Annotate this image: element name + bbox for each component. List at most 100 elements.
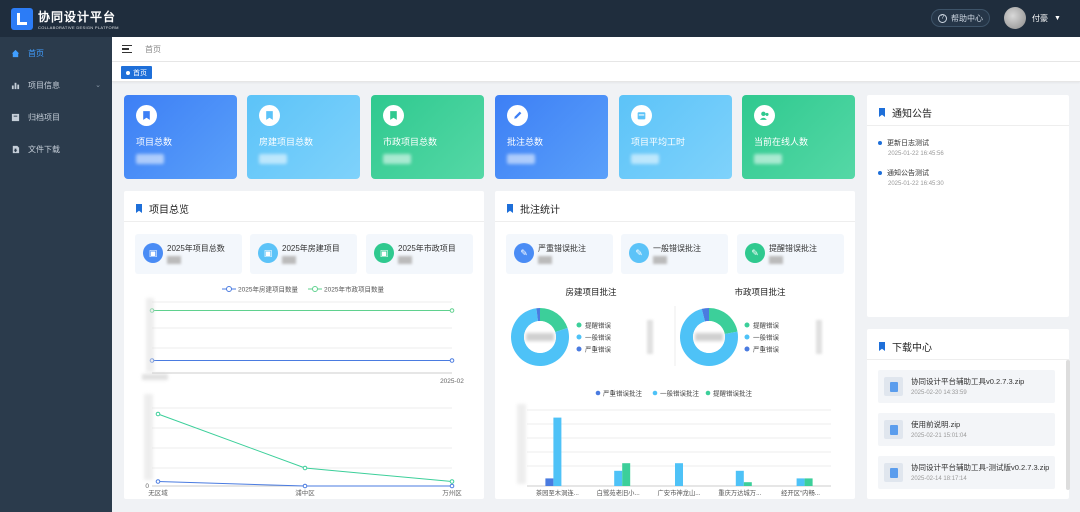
sidebar-item-archive[interactable]: 归档项目 bbox=[0, 101, 112, 133]
app-logo[interactable]: 协同设计平台 COLLABORATIVE DESIGN PLATFORM bbox=[11, 7, 119, 30]
data-point[interactable] bbox=[449, 483, 455, 489]
active-dot-icon bbox=[126, 70, 130, 75]
x-tick-label: 广安市神龙山... bbox=[657, 488, 700, 497]
pie-legend-municipal: 提醒错误 一般错误 严重错误 bbox=[744, 320, 822, 354]
user-name: 付豪 bbox=[1032, 13, 1048, 23]
download-item[interactable]: 使用前说明.zip 2025-02-21 15:01:04 bbox=[878, 413, 1055, 446]
legend-label: 2025年市政项目数量 bbox=[324, 285, 384, 294]
stat-card-municipal-projects[interactable]: 市政项目总数 bbox=[371, 95, 484, 179]
pie-slice[interactable] bbox=[709, 308, 738, 335]
sidebar-item-home[interactable]: 首页 bbox=[0, 37, 112, 69]
bar[interactable] bbox=[622, 463, 631, 486]
blurred-y-labels bbox=[144, 394, 153, 480]
notice-item[interactable]: 更新日志测试 2025-01-22 16:45:56 bbox=[878, 138, 944, 157]
blurred-values bbox=[816, 320, 822, 354]
mini-stat-value bbox=[538, 256, 552, 264]
pen-icon: ✎ bbox=[745, 243, 765, 263]
data-point[interactable] bbox=[155, 411, 161, 417]
stat-label: 批注总数 bbox=[507, 137, 544, 147]
pie-slice[interactable] bbox=[536, 308, 540, 322]
pie-chart-building[interactable] bbox=[511, 308, 569, 366]
x-tick-label: 无区域 bbox=[148, 488, 168, 497]
data-point[interactable] bbox=[302, 483, 308, 489]
avatar[interactable] bbox=[1004, 7, 1026, 29]
scrollbar[interactable] bbox=[1066, 360, 1070, 490]
bar[interactable] bbox=[796, 478, 805, 486]
data-point[interactable] bbox=[302, 465, 308, 471]
download-item[interactable]: 协同设计平台辅助工具-测试版v0.2.7.3.zip 2025-02-14 18… bbox=[878, 456, 1055, 489]
bar[interactable] bbox=[545, 478, 554, 486]
pie-legend-building: 提醒错误 一般错误 严重错误 bbox=[576, 320, 653, 354]
legend-label: 提醒错误 bbox=[753, 321, 780, 330]
help-label: 帮助中心 bbox=[951, 13, 983, 23]
bar[interactable] bbox=[553, 417, 562, 486]
bar-chart-legend[interactable]: 严重错误批注 一般错误批注 提醒错误批注 bbox=[595, 389, 753, 398]
mini-stat-label: 2025年市政项目 bbox=[398, 244, 456, 253]
doc-icon: ▣ bbox=[258, 243, 278, 263]
mini-stat-label: 2025年房建项目 bbox=[282, 244, 340, 253]
chart-legend[interactable]: 2025年房建项目数量 2025年市政项目数量 bbox=[222, 285, 384, 294]
stat-card-total-projects[interactable]: 项目总数 bbox=[124, 95, 237, 179]
stat-card-online-users[interactable]: 当前在线人数 bbox=[742, 95, 855, 179]
download-icon bbox=[12, 145, 20, 153]
calendar-icon bbox=[631, 105, 652, 126]
stat-value bbox=[507, 154, 535, 164]
sidebar-item-project-info[interactable]: 项目信息 ⌄ bbox=[0, 69, 112, 101]
data-point[interactable] bbox=[449, 308, 455, 313]
y-tick-label: 0 bbox=[145, 483, 149, 490]
pie-slice[interactable] bbox=[680, 308, 738, 366]
help-center-button[interactable]: ? 帮助中心 bbox=[931, 9, 990, 27]
pie-slice[interactable] bbox=[511, 308, 569, 366]
stat-label: 项目平均工时 bbox=[631, 137, 686, 147]
data-point[interactable] bbox=[449, 358, 455, 363]
home-icon bbox=[11, 49, 20, 57]
mini-stat-label: 严重错误批注 bbox=[538, 244, 586, 253]
stat-label: 当前在线人数 bbox=[754, 137, 809, 147]
bar[interactable] bbox=[614, 470, 623, 486]
divider bbox=[867, 359, 1069, 360]
pie-chart-municipal[interactable] bbox=[680, 308, 738, 366]
mini-stat-value bbox=[167, 256, 181, 264]
data-point[interactable] bbox=[155, 479, 161, 484]
breadcrumb[interactable]: 首页 bbox=[145, 44, 161, 54]
download-name: 使用前说明.zip bbox=[911, 420, 961, 429]
data-point[interactable] bbox=[449, 479, 455, 484]
app-header: 协同设计平台 COLLABORATIVE DESIGN PLATFORM ? 帮… bbox=[0, 0, 1080, 37]
doc-icon: ▣ bbox=[374, 243, 394, 263]
caret-down-icon: ▼ bbox=[1054, 14, 1061, 22]
bookmark-icon bbox=[383, 105, 404, 126]
download-item[interactable]: 协同设计平台辅助工具v0.2.7.3.zip 2025-02-20 14:33:… bbox=[878, 370, 1055, 403]
bar[interactable] bbox=[675, 463, 683, 486]
bookmark-icon bbox=[136, 105, 157, 126]
bar[interactable] bbox=[743, 482, 752, 486]
top-bar: 首页 bbox=[112, 37, 1080, 62]
tag-home[interactable]: 首页 bbox=[121, 66, 152, 79]
bar[interactable] bbox=[735, 470, 744, 486]
pie-slice[interactable] bbox=[701, 308, 709, 322]
legend-label: 一般错误批注 bbox=[660, 389, 700, 398]
pie-title: 市政项目批注 bbox=[734, 287, 786, 297]
sidebar: 首页 项目信息 ⌄ 归档项目 文件下载 bbox=[0, 37, 112, 512]
sidebar-item-file-download[interactable]: 文件下载 bbox=[0, 133, 112, 165]
notice-item[interactable]: 通知公告测试 2025-01-22 16:45:30 bbox=[878, 168, 944, 187]
legend-label: 严重错误批注 bbox=[603, 389, 643, 398]
stat-card-avg-hours[interactable]: 项目平均工时 bbox=[619, 95, 732, 179]
menu-toggle-icon[interactable] bbox=[122, 45, 132, 53]
x-tick-label: 重庆万达城万... bbox=[718, 488, 761, 497]
stat-card-annotations[interactable]: 批注总数 bbox=[495, 95, 608, 179]
notice-date: 2025-01-22 16:45:30 bbox=[888, 181, 944, 187]
bar[interactable] bbox=[804, 478, 813, 486]
mini-stat-general: ✎ 一般错误批注 bbox=[621, 234, 728, 274]
archive-icon bbox=[11, 113, 20, 121]
blurred-y-labels bbox=[146, 298, 154, 372]
bookmark-icon bbox=[879, 342, 885, 351]
blurred-y-labels bbox=[517, 404, 526, 484]
stat-value bbox=[754, 154, 782, 164]
stat-card-building-projects[interactable]: 房建项目总数 bbox=[247, 95, 360, 179]
stat-value bbox=[631, 154, 659, 164]
legend-label: 提醒错误 bbox=[585, 321, 612, 330]
pie-slice[interactable] bbox=[540, 308, 568, 333]
user-menu[interactable]: 付豪 ▼ bbox=[1004, 7, 1061, 29]
line-chart-regions: 0 无区域 浦中区 万州区 bbox=[144, 394, 462, 497]
mini-stat-value bbox=[653, 256, 667, 264]
